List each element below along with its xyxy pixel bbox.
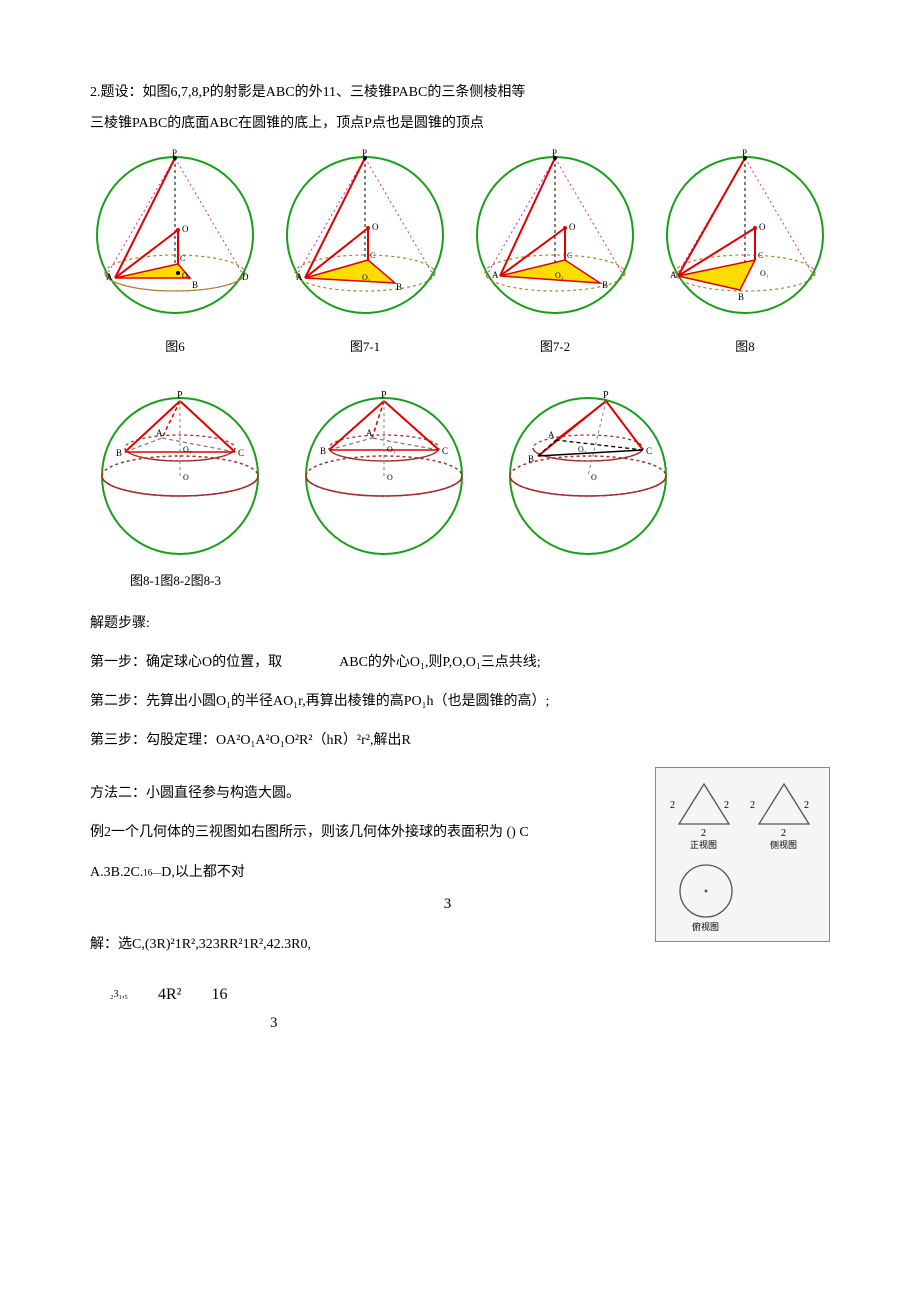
- svg-text:A: A: [296, 272, 303, 282]
- frac-a: ₂3₁,₅: [110, 986, 128, 1004]
- svg-text:B: B: [192, 280, 198, 290]
- svg-text:O: O: [591, 473, 597, 482]
- step-2: 第二步：先算出小圆O₁的半径AO₁r,再算出棱锥的高PO₁h（也是圆锥的高）;: [90, 689, 830, 714]
- svg-text:B: B: [116, 448, 122, 458]
- svg-text:O: O: [759, 222, 766, 232]
- figure-8-label: 图8: [660, 335, 830, 358]
- figure-7-2-label: 图7-2: [470, 335, 640, 358]
- svg-text:O₁: O₁: [555, 271, 564, 280]
- svg-text:O₁: O₁: [182, 271, 191, 280]
- figure-7-2: P O A C O₁ B 图7-2: [470, 148, 640, 358]
- svg-text:O: O: [372, 222, 379, 232]
- solution-header: 解题步骤:: [90, 611, 830, 636]
- bottom-fraction-line: ₂3₁,₅ 4R² 16: [110, 981, 830, 1010]
- solution-section: 解题步骤: 第一步：确定球心O的位置，取 ABC的外心O₁,则P,O,O₁三点共…: [90, 611, 830, 1037]
- svg-text:D: D: [242, 272, 249, 282]
- svg-text:A: A: [548, 430, 555, 440]
- figure-row-2: P A B C O₁ O P A B C O₁ O: [90, 386, 830, 565]
- svg-text:O: O: [182, 224, 189, 234]
- svg-text:B: B: [738, 292, 744, 302]
- svg-text:B: B: [320, 446, 326, 456]
- step-1-a: 第一步：确定球心O的位置，取: [90, 655, 282, 670]
- svg-text:B: B: [396, 282, 402, 292]
- svg-text:P: P: [381, 390, 387, 401]
- intro-line-2: 三棱锥PABC的底面ABC在圆锥的底上，顶点P点也是圆锥的顶点: [90, 111, 830, 136]
- svg-text:P: P: [362, 148, 367, 158]
- center-fraction-3: 3: [260, 891, 635, 918]
- svg-text:A: A: [366, 428, 373, 438]
- svg-text:C: C: [567, 251, 572, 260]
- svg-text:C: C: [370, 251, 375, 260]
- example-line-1: 例2一个几何体的三视图如右图所示，则该几何体外接球的表面积为 () C: [90, 820, 635, 845]
- figure-8-1: P A B C O₁ O: [90, 386, 270, 565]
- svg-text:C: C: [180, 254, 185, 263]
- svg-text:C: C: [238, 448, 244, 458]
- frac-b: 4R²: [158, 981, 181, 1010]
- svg-text:P: P: [603, 390, 609, 401]
- figure-8-3: P A B C O₁ O: [498, 386, 678, 565]
- figure-8: P O A C O₁ B 图8: [660, 148, 830, 358]
- figure-row-1: P O A C O₁ B D 图6 P O A C O₁ B: [90, 148, 830, 358]
- svg-text:P: P: [172, 148, 177, 158]
- svg-text:O: O: [569, 222, 576, 232]
- svg-text:2: 2: [701, 828, 706, 839]
- frac-d: 3: [270, 1010, 830, 1037]
- svg-text:B: B: [602, 280, 608, 290]
- method-2: 方法二：小圆直径参与构造大圆。: [90, 781, 635, 806]
- figure-6-label: 图6: [90, 335, 260, 358]
- figure-7-1: P O A C O₁ B 图7-1: [280, 148, 450, 358]
- three-view-box: 2 2 2 正视图 2 2 2 侧视图 俯视图: [655, 767, 830, 942]
- figure-8-2: P A B C O₁ O: [294, 386, 474, 565]
- svg-text:2: 2: [750, 800, 755, 811]
- example-block: 方法二：小圆直径参与构造大圆。 例2一个几何体的三视图如右图所示，则该几何体外接…: [90, 767, 830, 971]
- svg-text:O: O: [387, 473, 393, 482]
- svg-text:A: A: [492, 270, 499, 280]
- svg-text:P: P: [742, 148, 747, 158]
- svg-text:2: 2: [804, 800, 809, 811]
- step-1-b: ABC的外心O₁,则P,O,O₁三点共线;: [339, 655, 541, 670]
- figure-row-2-label: 图8-1图8-2图8-3: [130, 569, 830, 592]
- svg-text:正视图: 正视图: [690, 839, 717, 850]
- svg-text:A: A: [106, 272, 113, 282]
- svg-text:O₁: O₁: [362, 273, 371, 282]
- svg-text:侧视图: 侧视图: [770, 839, 797, 850]
- svg-text:A: A: [156, 428, 163, 438]
- svg-text:2: 2: [724, 800, 729, 811]
- example-line-2: A.3B.2C.16—D,以上都不对: [90, 860, 635, 885]
- svg-text:A: A: [670, 270, 677, 280]
- svg-text:O₁: O₁: [578, 445, 587, 454]
- example-options-d: D,以上都不对: [161, 865, 245, 880]
- svg-text:C: C: [442, 446, 448, 456]
- svg-text:P: P: [552, 148, 557, 158]
- figure-6: P O A C O₁ B D 图6: [90, 148, 260, 358]
- svg-text:俯视图: 俯视图: [692, 921, 719, 932]
- example-options-abc: A.3B.2C.: [90, 865, 143, 880]
- svg-text:O₁: O₁: [387, 445, 396, 454]
- example-answer: 解：选C,(3R)²1R²,323RR²1R²,42.3R0,: [90, 932, 635, 957]
- svg-text:O₁: O₁: [183, 445, 192, 454]
- svg-text:P: P: [177, 390, 183, 401]
- intro-line-1: 2.题设：如图6,7,8,P的射影是ABC的外11、三棱锥PABC的三条侧棱相等: [90, 80, 830, 105]
- svg-text:O₁: O₁: [760, 269, 769, 278]
- svg-text:C: C: [758, 251, 763, 260]
- step-3: 第三步：勾股定理：OA²O₁A²O₁O²R²（hR）²r²,解出R: [90, 728, 830, 753]
- step-1: 第一步：确定球心O的位置，取 ABC的外心O₁,则P,O,O₁三点共线;: [90, 650, 830, 675]
- svg-text:C: C: [646, 446, 652, 456]
- frac-c: 16: [211, 981, 227, 1010]
- svg-text:B: B: [528, 454, 534, 464]
- figure-7-1-label: 图7-1: [280, 335, 450, 358]
- svg-text:O: O: [183, 473, 189, 482]
- svg-text:2: 2: [781, 828, 786, 839]
- svg-text:2: 2: [670, 800, 675, 811]
